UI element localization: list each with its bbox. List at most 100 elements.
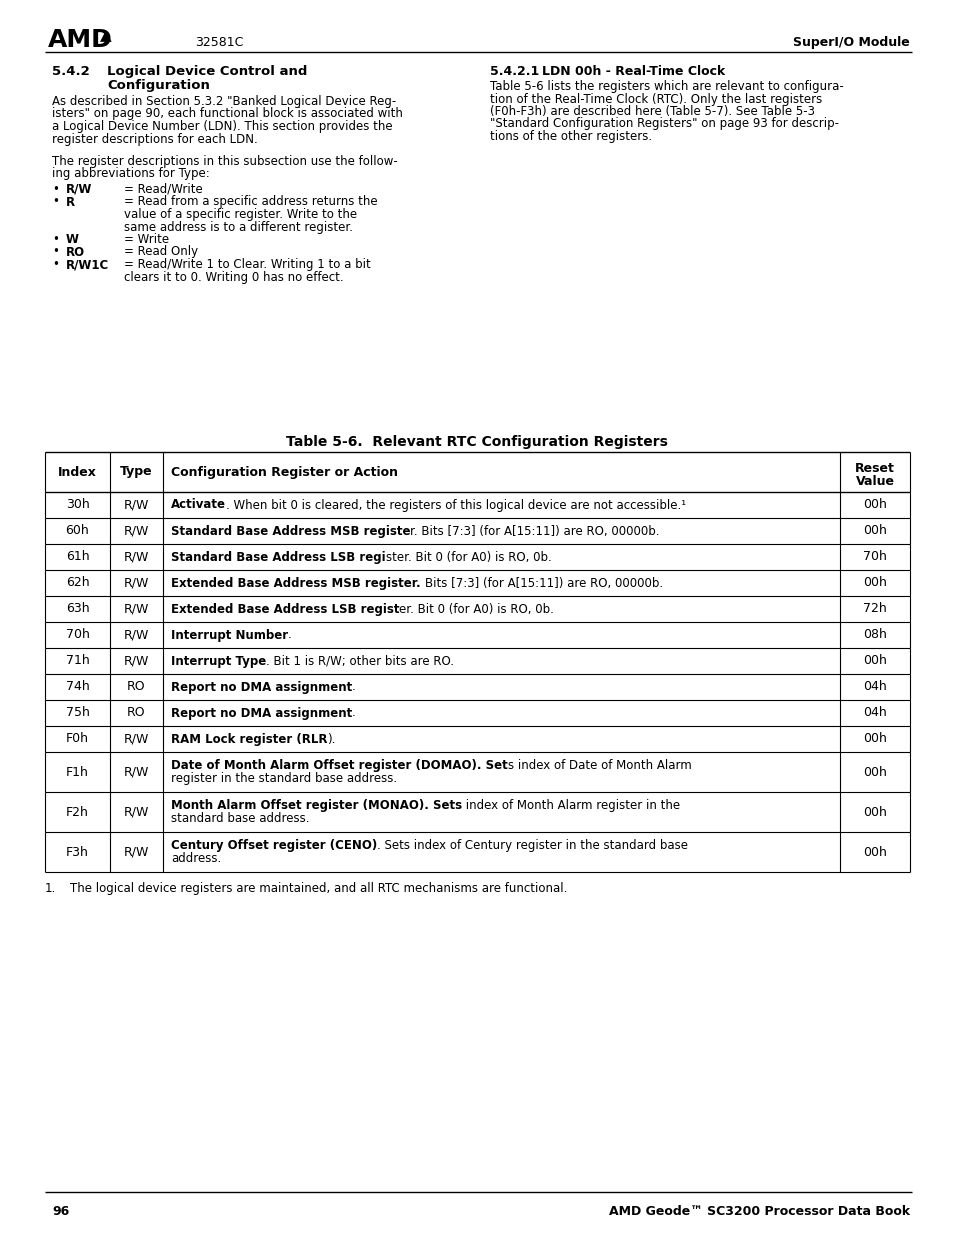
Text: . Sets index of Century register in the standard base: . Sets index of Century register in the … [376,839,687,852]
Text: •: • [52,258,59,270]
Text: R/W: R/W [124,577,149,589]
Text: •: • [52,195,59,209]
Text: a Logical Device Number (LDN). This section provides the: a Logical Device Number (LDN). This sect… [52,120,393,133]
Text: 63h: 63h [66,603,90,615]
Text: tions of the other registers.: tions of the other registers. [490,130,652,143]
Text: 00h: 00h [862,766,886,778]
Text: isters" on page 90, each functional block is associated with: isters" on page 90, each functional bloc… [52,107,402,121]
Text: R/W: R/W [124,766,149,778]
Text: register in the standard base address.: register in the standard base address. [171,772,396,785]
Text: 00h: 00h [862,499,886,511]
Text: R/W: R/W [124,732,149,746]
Text: Value: Value [855,475,894,488]
Text: 5.4.2.1: 5.4.2.1 [490,65,538,78]
Text: "Standard Configuration Registers" on page 93 for descrip-: "Standard Configuration Registers" on pa… [490,117,838,131]
Text: index of Month Alarm register in the: index of Month Alarm register in the [461,799,679,811]
Text: 00h: 00h [862,732,886,746]
Text: 74h: 74h [66,680,90,694]
Text: (F0h-F3h) are described here (Table 5-7). See Table 5-3: (F0h-F3h) are described here (Table 5-7)… [490,105,814,119]
Text: R/W: R/W [124,551,149,563]
Text: 5.4.2: 5.4.2 [52,65,90,78]
Text: .: . [288,629,292,641]
Text: ster. Bit 0 (for A0) is RO, 0b.: ster. Bit 0 (for A0) is RO, 0b. [385,551,551,563]
Text: tion of the Real-Time Clock (RTC). Only the last registers: tion of the Real-Time Clock (RTC). Only … [490,93,821,105]
Text: R/W: R/W [124,525,149,537]
Text: LDN 00h - Real-Time Clock: LDN 00h - Real-Time Clock [541,65,724,78]
Text: . Bit 1 is R/W; other bits are RO.: . Bit 1 is R/W; other bits are RO. [266,655,454,667]
Text: .: . [352,706,355,720]
Text: F1h: F1h [66,766,89,778]
Text: F3h: F3h [66,846,89,858]
Text: Century Offset register (CENO): Century Offset register (CENO) [171,839,376,852]
Text: Standard Base Address MSB registe: Standard Base Address MSB registe [171,525,410,537]
Text: = Write: = Write [124,233,169,246]
Text: s index of Date of Month Alarm: s index of Date of Month Alarm [507,758,691,772]
Text: 70h: 70h [862,551,886,563]
Text: same address is to a different register.: same address is to a different register. [124,221,353,233]
Text: RO: RO [66,246,85,258]
Text: .: . [352,680,355,694]
Text: R/W: R/W [124,805,149,819]
Text: ▲: ▲ [100,28,112,43]
Text: R/W: R/W [124,499,149,511]
Text: address.: address. [171,852,221,866]
Text: Interrupt Number: Interrupt Number [171,629,288,641]
Text: RO: RO [127,706,146,720]
Text: R/W: R/W [124,655,149,667]
Text: Interrupt Type: Interrupt Type [171,655,266,667]
Text: r. Bits [7:3] (for A[15:11]) are RO, 00000b.: r. Bits [7:3] (for A[15:11]) are RO, 000… [410,525,659,537]
Text: value of a specific register. Write to the: value of a specific register. Write to t… [124,207,356,221]
Text: Month Alarm Offset register (MONAO). Sets: Month Alarm Offset register (MONAO). Set… [171,799,461,811]
Text: 08h: 08h [862,629,886,641]
Text: R/W1C: R/W1C [66,258,110,270]
Text: Logical Device Control and: Logical Device Control and [107,65,307,78]
Text: •: • [52,233,59,246]
Text: clears it to 0. Writing 0 has no effect.: clears it to 0. Writing 0 has no effect. [124,270,343,284]
Text: As described in Section 5.3.2 "Banked Logical Device Reg-: As described in Section 5.3.2 "Banked Lo… [52,95,395,107]
Text: Configuration: Configuration [107,79,210,91]
Text: AMD: AMD [48,28,112,52]
Text: RAM Lock register (RLR: RAM Lock register (RLR [171,732,327,746]
Text: Table 5-6.  Relevant RTC Configuration Registers: Table 5-6. Relevant RTC Configuration Re… [286,435,667,450]
Text: Bits [7:3] (for A[15:11]) are RO, 00000b.: Bits [7:3] (for A[15:11]) are RO, 00000b… [424,577,662,589]
Text: Extended Base Address MSB register.: Extended Base Address MSB register. [171,577,424,589]
Text: = Read/Write: = Read/Write [124,183,203,196]
Text: Date of Month Alarm Offset register (DOMAO). Set: Date of Month Alarm Offset register (DOM… [171,758,507,772]
Text: 04h: 04h [862,680,886,694]
Text: Index: Index [58,466,97,478]
Text: Report no DMA assignment: Report no DMA assignment [171,680,352,694]
Text: ).: ). [327,732,335,746]
Text: 00h: 00h [862,577,886,589]
Text: F2h: F2h [66,805,89,819]
Text: = Read/Write 1 to Clear. Writing 1 to a bit: = Read/Write 1 to Clear. Writing 1 to a … [124,258,371,270]
Text: = Read from a specific address returns the: = Read from a specific address returns t… [124,195,377,209]
Text: Report no DMA assignment: Report no DMA assignment [171,706,352,720]
Text: 1.: 1. [45,882,56,895]
Text: The logical device registers are maintained, and all RTC mechanisms are function: The logical device registers are maintai… [70,882,567,895]
Text: er. Bit 0 (for A0) is RO, 0b.: er. Bit 0 (for A0) is RO, 0b. [399,603,554,615]
Text: The register descriptions in this subsection use the follow-: The register descriptions in this subsec… [52,156,397,168]
Text: ing abbreviations for Type:: ing abbreviations for Type: [52,168,210,180]
Text: 60h: 60h [66,525,90,537]
Text: 72h: 72h [862,603,886,615]
Text: 62h: 62h [66,577,90,589]
Text: •: • [52,183,59,196]
Text: . When bit 0 is cleared, the registers of this logical device are not accessible: . When bit 0 is cleared, the registers o… [226,499,685,511]
Text: Activate: Activate [171,499,226,511]
Text: 71h: 71h [66,655,90,667]
Text: 30h: 30h [66,499,90,511]
Text: 70h: 70h [66,629,90,641]
Text: AMD Geode™ SC3200 Processor Data Book: AMD Geode™ SC3200 Processor Data Book [608,1205,909,1218]
Text: Extended Base Address LSB regist: Extended Base Address LSB regist [171,603,399,615]
Text: R/W: R/W [124,629,149,641]
Text: register descriptions for each LDN.: register descriptions for each LDN. [52,132,257,146]
Text: Configuration Register or Action: Configuration Register or Action [171,466,397,479]
Text: R: R [66,195,75,209]
Text: 96: 96 [52,1205,70,1218]
Text: R/W: R/W [124,603,149,615]
Text: SuperI/O Module: SuperI/O Module [792,36,909,49]
Text: 04h: 04h [862,706,886,720]
Text: 00h: 00h [862,655,886,667]
Text: 00h: 00h [862,805,886,819]
Text: 32581C: 32581C [194,36,243,49]
